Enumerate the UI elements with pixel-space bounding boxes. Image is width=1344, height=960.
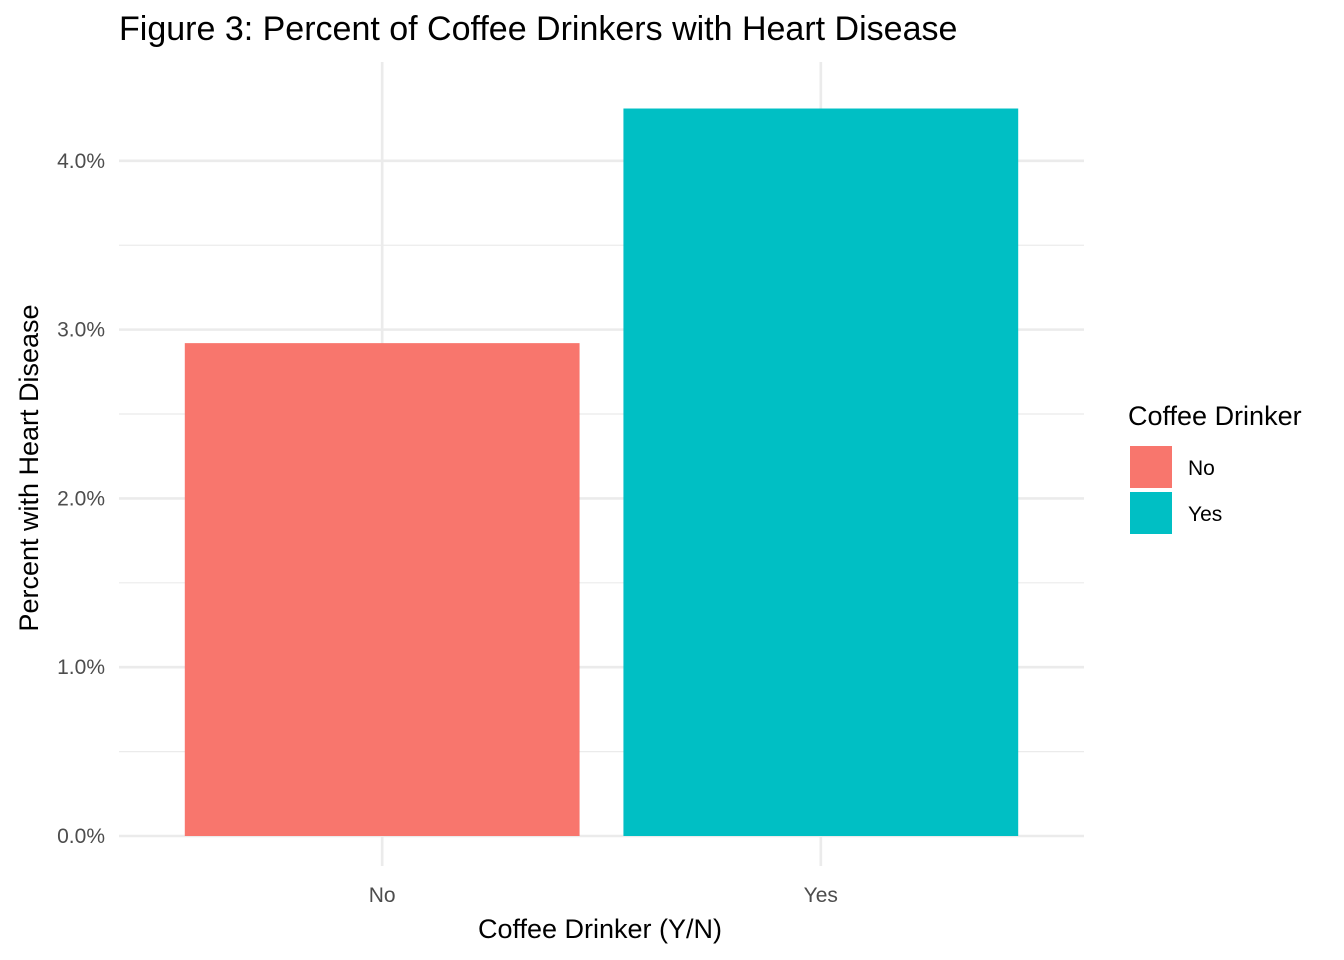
legend-swatch-yes: [1130, 492, 1172, 534]
y-tick-label: 0.0%: [57, 825, 105, 848]
bar-yes: [623, 108, 1019, 836]
legend-swatch-no: [1130, 446, 1172, 488]
y-axis-title: Percent with Heart Disease: [14, 304, 44, 631]
y-tick-label: 4.0%: [57, 150, 105, 173]
x-axis-title: Coffee Drinker (Y/N): [478, 914, 722, 944]
bar-no: [184, 343, 580, 836]
legend: Coffee Drinker No Yes: [1128, 401, 1302, 534]
legend-label: No: [1188, 457, 1215, 480]
x-axis-ticks: No Yes: [369, 884, 838, 907]
chart-title: Figure 3: Percent of Coffee Drinkers wit…: [119, 10, 957, 48]
y-tick-label: 1.0%: [57, 656, 105, 679]
x-tick-label: Yes: [804, 884, 838, 907]
legend-label: Yes: [1188, 503, 1222, 526]
y-tick-label: 3.0%: [57, 319, 105, 342]
bars: [184, 108, 1019, 836]
y-tick-label: 2.0%: [57, 487, 105, 510]
x-tick-label: No: [369, 884, 396, 907]
legend-title: Coffee Drinker: [1128, 401, 1302, 431]
y-axis-ticks: 0.0% 1.0% 2.0% 3.0% 4.0%: [57, 150, 105, 848]
